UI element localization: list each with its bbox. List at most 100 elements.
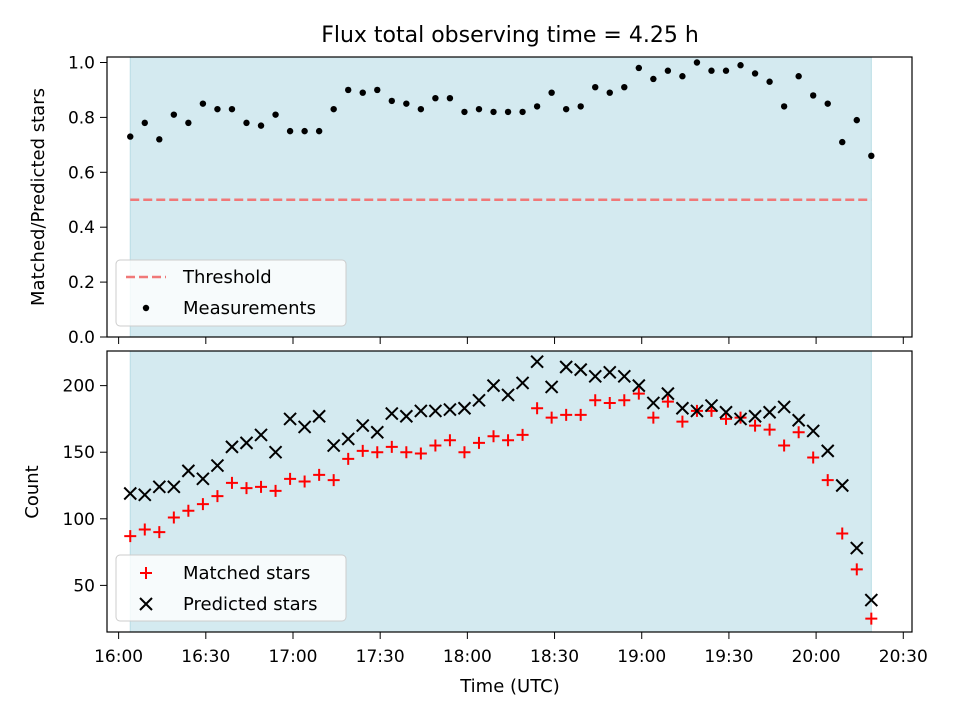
x-axis-label: Time (UTC) (459, 676, 560, 697)
matched-star-point (603, 396, 616, 409)
predicted-star-point (835, 478, 849, 493)
y-tick-label: 150 (63, 443, 95, 463)
x-tick-label: 16:30 (181, 647, 230, 667)
matched-star-point (632, 387, 645, 400)
predicted-star-point (443, 402, 457, 417)
predicted-star-point (472, 393, 486, 407)
measurement-point (635, 64, 643, 72)
predicted-star-point (428, 404, 443, 418)
legend-predicted-label: Predicted stars (183, 594, 317, 615)
predicted-star-point (210, 458, 225, 473)
measurement-point (417, 105, 425, 113)
x-tick-label: 17:30 (356, 647, 405, 667)
predicted-star-point (312, 409, 326, 423)
count-panel: 16:00 16:30 17:00 17:30 18:00 18:30 19:00 19:30… (63, 350, 928, 667)
matched-star-point (850, 563, 863, 576)
matched-star-point (647, 411, 660, 424)
y-tick-label: 0.0 (68, 328, 95, 348)
matched-star-point (255, 480, 268, 493)
matched-star-point (472, 436, 485, 449)
predicted-star-point (414, 404, 428, 418)
matched-star-point (284, 472, 297, 485)
measurement-point (461, 108, 468, 116)
measurement-point (330, 105, 337, 113)
legend-threshold-label: Threshold (182, 267, 272, 288)
x-tick-label: 18:30 (530, 647, 579, 667)
x-tick-label: 17:00 (268, 647, 317, 667)
measurement-point (504, 108, 512, 116)
measurement-point (780, 103, 788, 110)
matched-star-point (589, 394, 602, 407)
matched-star-point (414, 447, 427, 460)
measurement-point (577, 103, 584, 110)
ratio-legend: Threshold Measurements (115, 259, 347, 327)
measurement-point (185, 119, 192, 127)
predicted-star-point (544, 380, 559, 394)
matched-star-point (574, 408, 587, 421)
measurement-point (359, 89, 366, 96)
predicted-star-point (864, 593, 879, 607)
measurement-point (621, 83, 628, 91)
measurement-point (315, 127, 323, 135)
measurement-point (388, 97, 396, 105)
predicted-star-point (748, 409, 762, 423)
measurement-point (679, 73, 686, 80)
matched-star-point (313, 468, 326, 481)
predicted-star-point (167, 480, 181, 494)
matched-star-point (196, 498, 209, 511)
predicted-star-point (661, 386, 675, 401)
matched-star-point (225, 476, 238, 489)
predicted-star-point (530, 354, 544, 369)
legend-matched-label: Matched stars (183, 563, 310, 584)
predicted-star-point (762, 405, 777, 419)
measurement-point (839, 138, 846, 146)
matched-star-point (371, 446, 384, 459)
predicted-star-point (254, 428, 268, 442)
measurement-point (693, 59, 701, 66)
matched-star-point (269, 484, 282, 497)
measurement-point (199, 100, 207, 107)
measurement-point (228, 105, 236, 113)
matched-star-point (298, 475, 311, 488)
predicted-star-point (646, 396, 661, 410)
y-tick-label: 50 (73, 576, 95, 596)
legend-measurement-label: Measurements (183, 298, 316, 319)
matched-star-point (124, 530, 137, 543)
matched-star-point (400, 446, 413, 459)
predicted-star-point (196, 472, 210, 486)
measurement-point (243, 119, 250, 127)
predicted-star-point (806, 424, 820, 438)
predicted-star-point (515, 376, 530, 390)
predicted-star-point (326, 438, 341, 453)
predicted-star-point (777, 400, 791, 414)
x-tick-label: 19:00 (617, 647, 666, 667)
figure-title: Flux total observing time = 4.25 h (321, 23, 699, 48)
predicted-star-point (225, 440, 239, 454)
measurement-point (751, 70, 759, 77)
predicted-star-point (123, 486, 137, 501)
measurement-point (809, 92, 817, 99)
matched-star-point (792, 426, 805, 439)
y-tick-label: 1.0 (68, 53, 95, 73)
matched-star-point (502, 434, 515, 447)
matched-star-point (429, 439, 442, 452)
measurement-point (795, 73, 802, 80)
matched-star-point (676, 415, 689, 428)
predicted-star-point (501, 388, 515, 402)
predicted-star-point (341, 432, 355, 446)
measurement-point (708, 67, 715, 74)
matched-star-point (167, 511, 180, 524)
matched-star-point (821, 474, 834, 487)
measurement-point (374, 86, 381, 94)
predicted-star-point (297, 420, 312, 434)
measurement-point (446, 94, 454, 102)
axes-frame (106, 350, 913, 633)
matched-star-point (763, 423, 776, 436)
measurement-point (345, 86, 352, 94)
predicted-star-point (632, 378, 646, 393)
measurement-point (548, 89, 555, 96)
legend-measurement-swatch (142, 304, 150, 312)
count-y-axis-label: Count (22, 465, 43, 518)
matched-star-point (516, 428, 529, 441)
